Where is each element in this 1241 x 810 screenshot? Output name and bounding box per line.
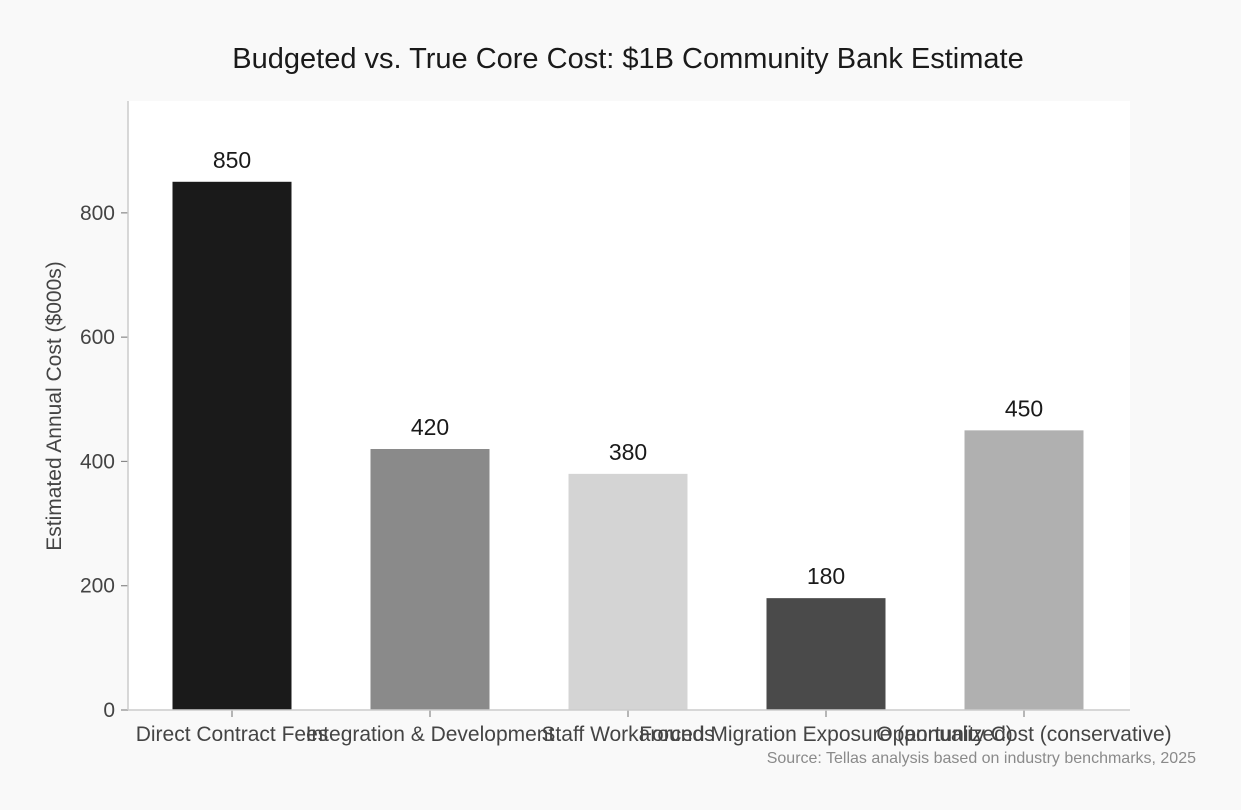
x-tick-label-4: Opportunity Cost (conservative)	[876, 723, 1171, 746]
bar-1	[370, 449, 490, 710]
value-label-2: 380	[609, 439, 647, 465]
x-tick-label-2: Staff Workarounds	[541, 723, 714, 746]
value-label-0: 850	[213, 147, 251, 173]
value-label-3: 180	[807, 563, 845, 589]
bars-layer: 850 420 380 180 450	[172, 147, 1084, 711]
value-label-4: 450	[1005, 395, 1043, 421]
y-tick-label-0: 0	[103, 699, 115, 722]
y-tick-label-2: 400	[80, 450, 115, 473]
x-tick-label-3: Forced Migration Exposure (annualized)	[639, 723, 1013, 746]
bar-2	[568, 473, 688, 710]
source-note: Source: Tellas analysis based on industr…	[767, 750, 1196, 767]
bar-4	[964, 430, 1084, 710]
bar-3	[766, 598, 886, 710]
chart-title: Budgeted vs. True Core Cost: $1B Communi…	[232, 43, 1023, 75]
y-tick-label-4: 800	[80, 202, 115, 225]
y-tick-label-3: 600	[80, 326, 115, 349]
x-tick-label-0: Direct Contract Fees	[136, 723, 329, 746]
y-tick-label-1: 200	[80, 575, 115, 598]
y-ticks: 0 200 400 600 800	[80, 202, 128, 722]
bar-0	[172, 181, 292, 711]
y-axis-label: Estimated Annual Cost ($000s)	[43, 261, 66, 551]
x-tick-label-1: Integration & Development	[306, 723, 555, 746]
value-label-1: 420	[411, 414, 449, 440]
